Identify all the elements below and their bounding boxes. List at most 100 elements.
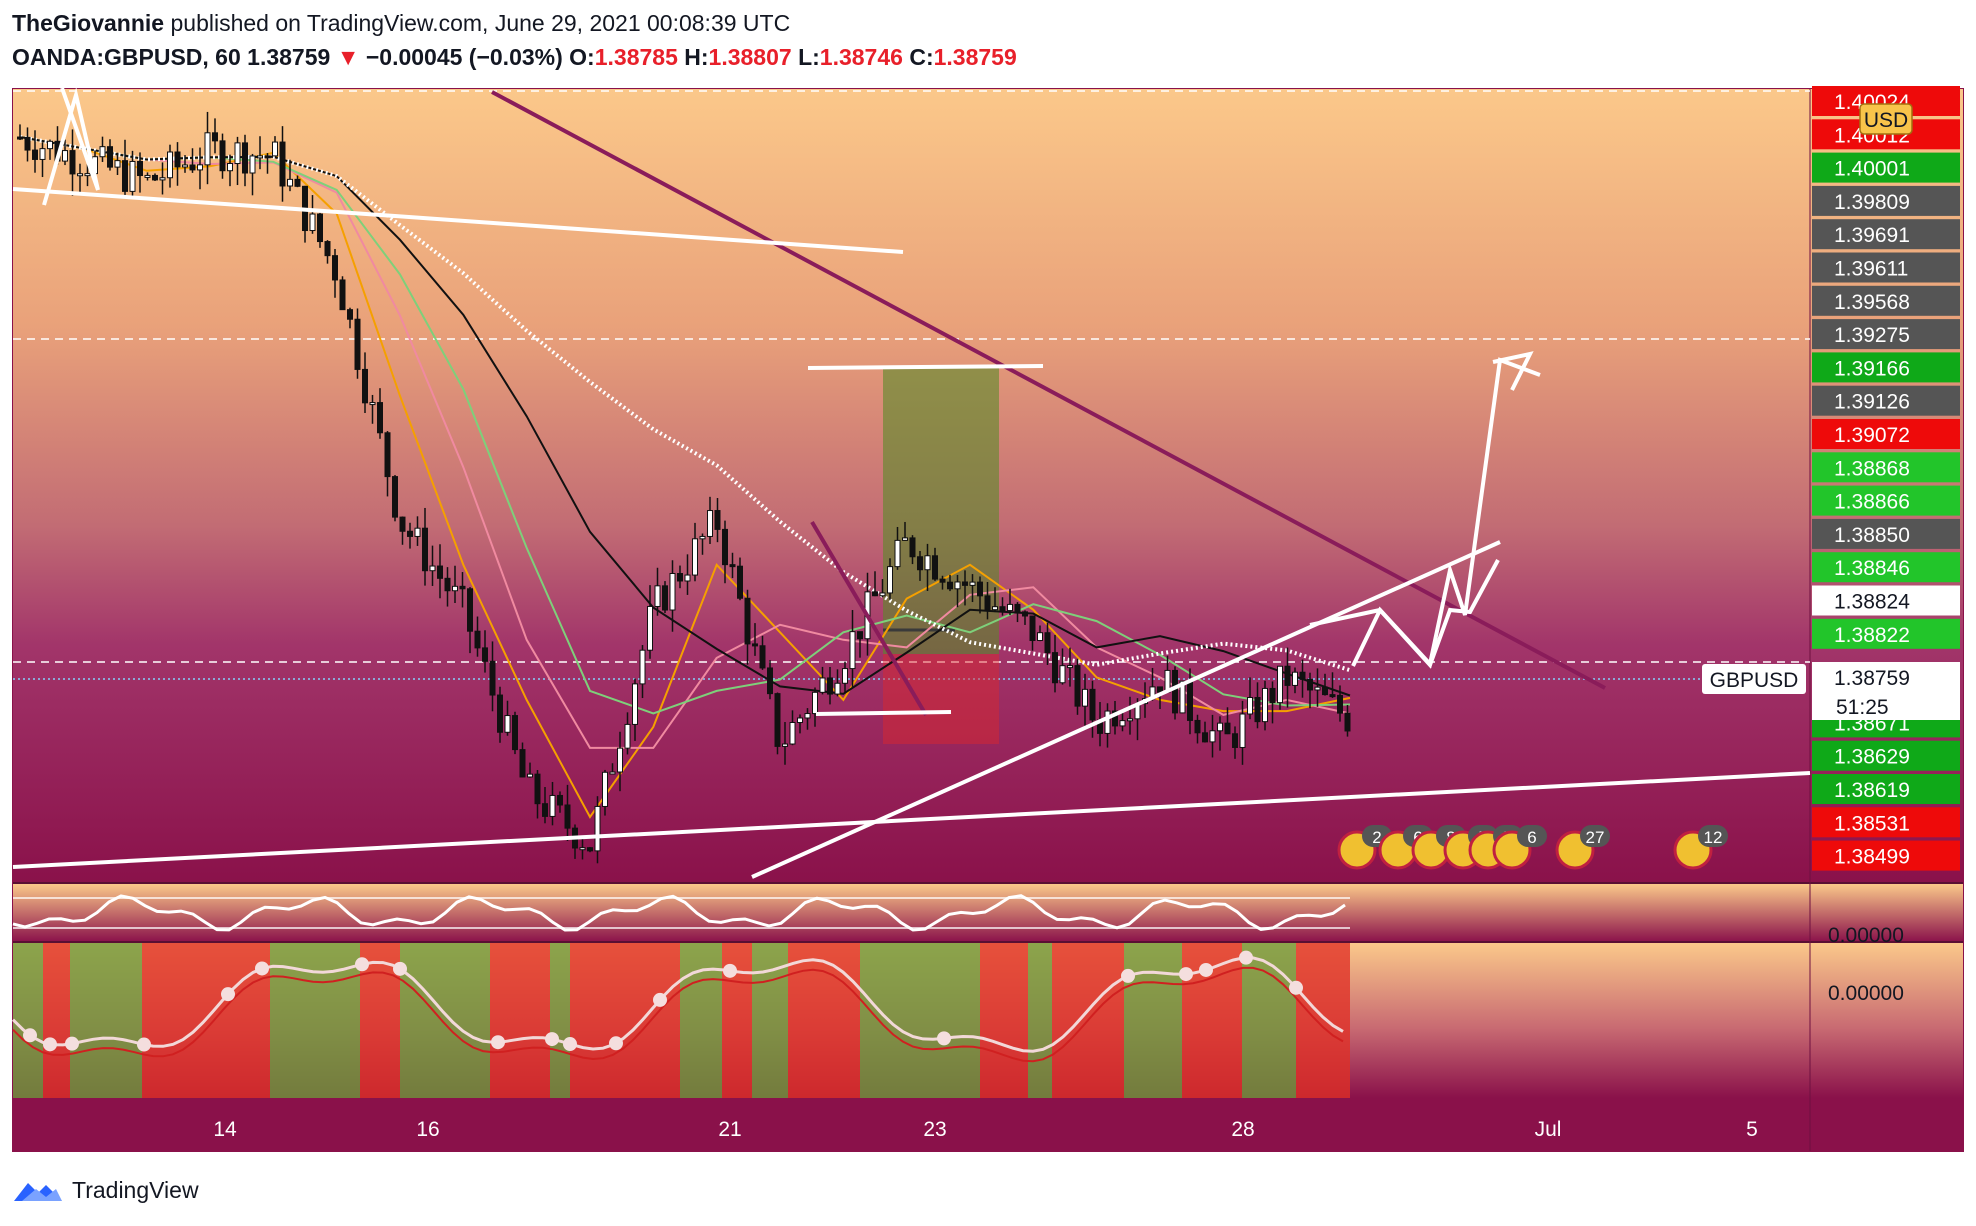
candle-body [167,151,173,179]
lower-trendline-white[interactable] [12,771,1811,869]
oscillator-band [490,943,550,1098]
position-loss-zone[interactable] [883,654,999,744]
candle-body [399,516,406,532]
candle-body [774,693,781,747]
pivot-dot [1179,967,1193,982]
candle-body [647,605,653,651]
price-label-box [1812,452,1960,483]
pivot-dot [1199,962,1213,977]
author-name[interactable]: TheGiovannie [12,10,165,36]
candle-body [279,141,286,187]
price-label: 1.39072 [1834,424,1910,447]
candle-body [1187,680,1193,721]
resistance-segment[interactable] [807,364,1044,370]
candle-body [204,132,211,166]
pivot-dot [137,1037,151,1052]
ma-slow-line [19,136,1351,715]
forecast-arrow-head [1492,351,1534,391]
oscillator-pane-1 [13,884,1963,942]
candle-body [519,749,526,778]
low-label: L: [798,44,820,70]
price-label: 1.38824 [1834,591,1910,614]
price-label-box [1812,585,1960,616]
close-value: 1.38759 [933,44,1017,70]
pivot-dot [653,992,667,1007]
candle-body [797,717,803,724]
candle-body [1074,665,1081,707]
candle-body [249,155,256,174]
candle-body [669,572,676,611]
candle-body [384,432,391,478]
price-label-box [1812,840,1960,871]
symbol-name[interactable]: OANDA:GBPUSD, 60 [12,44,241,70]
candle-body [182,164,188,168]
time-axis[interactable]: 14 16 21 23 28 Jul 5 [213,1118,1758,1141]
candle-body [212,132,218,142]
pattern-drawing[interactable] [42,87,100,206]
candle-body [174,151,181,168]
candle-body [1329,694,1336,698]
economic-event-badges[interactable]: 2685562712 [1337,825,1728,870]
pivot-dot [65,1036,79,1051]
candle-body [662,585,668,611]
candle-body [692,538,698,576]
pivot-dot [393,961,407,976]
candle-body [47,140,53,150]
candle-body [707,510,713,537]
event-count: 27 [1586,828,1605,847]
candle-body [744,597,751,645]
candle-body [542,803,548,817]
candle-body [1202,732,1208,743]
pivot-dot [609,1036,623,1051]
candle-body [639,649,646,685]
candle-body [1119,720,1126,727]
candle-body [872,591,878,597]
moving-averages [19,135,1351,819]
pivot-dot [1121,968,1135,983]
candle-body [429,565,436,572]
tradingview-brand[interactable]: TradingView [72,1176,199,1203]
candle-body [257,155,263,159]
symbol-tag[interactable] [1702,664,1806,694]
forecast-path-a[interactable] [1309,559,1500,669]
candle-body [24,136,31,151]
ascending-support-line[interactable] [751,540,1501,879]
price-label-box [1812,152,1960,183]
bar-countdown-label: 51:25 [1836,696,1889,719]
descending-trendline[interactable] [491,90,1606,690]
candle-body [1172,669,1178,714]
price-axis[interactable]: 1.400241.400121.400011.398091.396911.396… [1812,86,1960,871]
upper-trendline-white[interactable] [12,187,904,254]
candle-body [152,174,158,181]
price-label: 1.39126 [1834,391,1910,414]
chart-header: TheGiovannie published on TradingView.co… [12,6,1972,74]
candle-body [827,677,833,695]
currency-badge[interactable] [1859,103,1913,135]
candle-body [819,677,826,693]
event-count-badge [1580,825,1610,847]
support-segment[interactable] [815,710,952,716]
candle-body [954,581,961,590]
candle-body [1044,632,1051,654]
candle-body [1247,697,1253,715]
price-label-box [1812,185,1960,216]
tradingview-logo-icon[interactable] [12,1175,64,1205]
footer: TradingView [12,1172,199,1208]
price-label-box [1812,419,1960,449]
price-label: 1.39568 [1834,291,1910,314]
candle-body [1179,680,1186,714]
candle-body [114,160,121,168]
candle-body [369,402,376,406]
short-trendline[interactable] [810,520,928,717]
candle-body [407,530,413,537]
candle-body [377,402,383,434]
candle-body [1082,688,1088,707]
candlesticks [17,111,1351,864]
candle-body [347,309,353,320]
candle-body [144,174,151,178]
candle-body [1029,615,1036,642]
price-label: 1.39166 [1834,357,1910,380]
pivot-dot [43,1037,57,1052]
osc1-zero-label: 0.00000 [1828,924,1904,947]
